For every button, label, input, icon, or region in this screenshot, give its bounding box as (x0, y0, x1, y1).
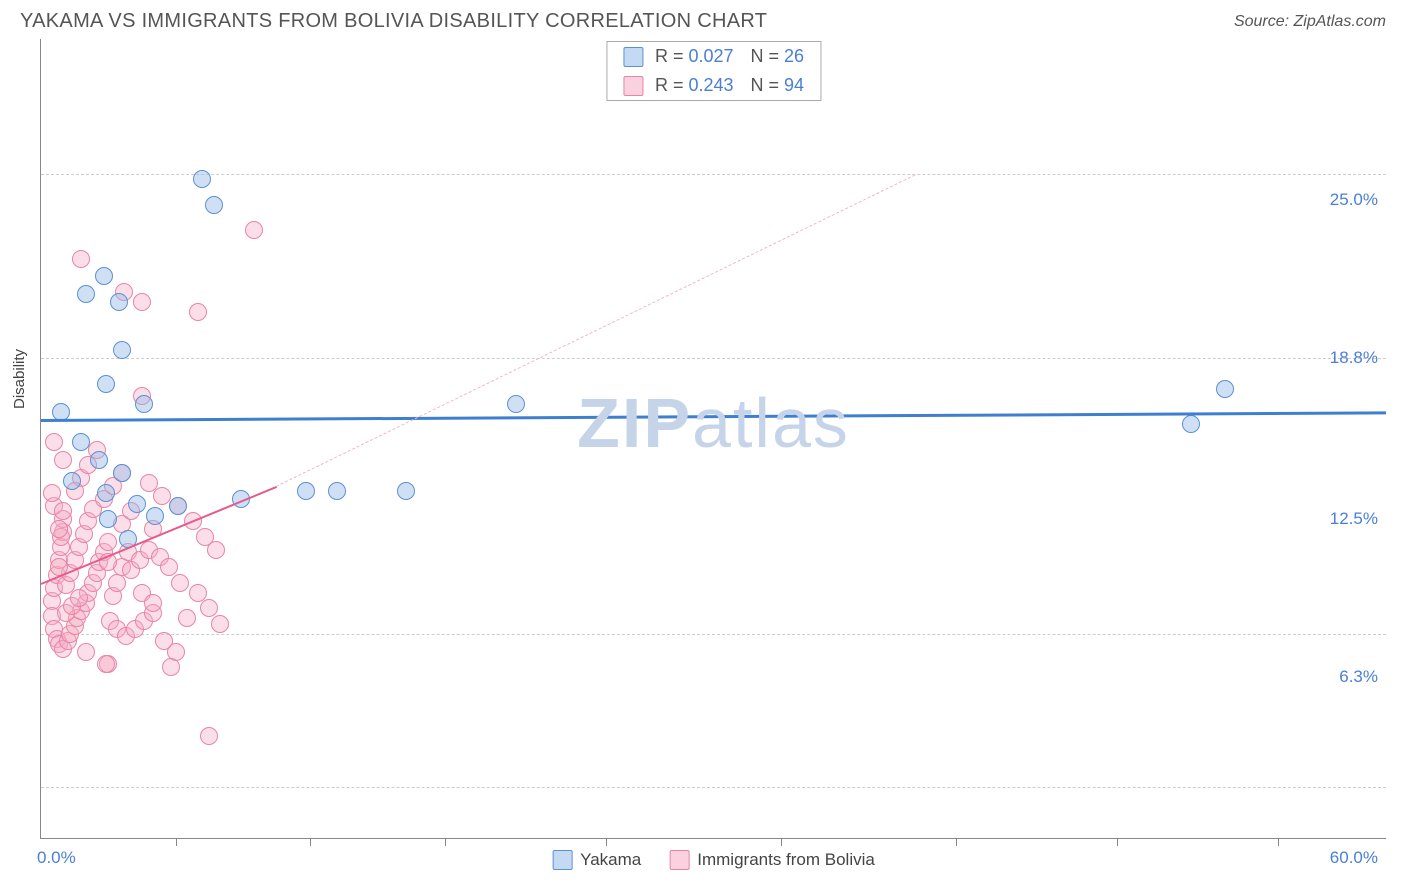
data-point (97, 484, 115, 502)
swatch-icon (669, 850, 689, 870)
y-tick-label: 25.0% (1330, 190, 1378, 210)
data-point (297, 482, 315, 500)
x-tick (606, 838, 607, 846)
legend: Yakama Immigrants from Bolivia (552, 850, 875, 870)
data-point (211, 615, 229, 633)
data-point (97, 375, 115, 393)
swatch-icon (623, 76, 643, 96)
x-tick (310, 838, 311, 846)
data-point (205, 196, 223, 214)
data-point (113, 341, 131, 359)
data-point (178, 609, 196, 627)
x-tick (781, 838, 782, 846)
correlation-info-box: R = 0.027 N = 26 R = 0.243 N = 94 (606, 41, 821, 101)
y-tick-label: 6.3% (1339, 667, 1378, 687)
data-point (77, 643, 95, 661)
data-point (90, 451, 108, 469)
legend-item-bolivia: Immigrants from Bolivia (669, 850, 875, 870)
swatch-icon (552, 850, 572, 870)
data-point (146, 507, 164, 525)
trend-line (276, 174, 915, 486)
data-point (45, 433, 63, 451)
data-point (63, 472, 81, 490)
data-point (207, 541, 225, 559)
scatter-chart: Disability 6.3%12.5%18.8%25.0% ZIPatlas … (40, 39, 1386, 839)
data-point (144, 594, 162, 612)
data-point (72, 433, 90, 451)
data-point (1216, 380, 1234, 398)
x-tick (1278, 838, 1279, 846)
data-point (397, 482, 415, 500)
data-point (99, 533, 117, 551)
info-row-yakama: R = 0.027 N = 26 (607, 42, 820, 71)
data-point (110, 293, 128, 311)
data-point (507, 395, 525, 413)
info-row-bolivia: R = 0.243 N = 94 (607, 71, 820, 100)
data-point (189, 303, 207, 321)
swatch-icon (623, 47, 643, 67)
data-point (193, 170, 211, 188)
data-point (1182, 415, 1200, 433)
data-point (97, 655, 115, 673)
data-point (50, 520, 68, 538)
data-point (171, 574, 189, 592)
data-point (162, 658, 180, 676)
x-axis-min-label: 0.0% (37, 848, 76, 868)
data-point (54, 502, 72, 520)
data-point (133, 293, 151, 311)
data-point (200, 727, 218, 745)
grid-line (41, 174, 1386, 175)
data-point (70, 589, 88, 607)
x-tick (176, 838, 177, 846)
x-tick (1117, 838, 1118, 846)
y-axis-label: Disability (11, 348, 28, 408)
data-point (77, 285, 95, 303)
data-point (99, 510, 117, 528)
data-point (95, 267, 113, 285)
data-point (328, 482, 346, 500)
y-tick-label: 18.8% (1330, 348, 1378, 368)
data-point (135, 395, 153, 413)
x-tick (445, 838, 446, 846)
legend-item-yakama: Yakama (552, 850, 641, 870)
y-tick-label: 12.5% (1330, 509, 1378, 529)
data-point (43, 484, 61, 502)
chart-title: YAKAMA VS IMMIGRANTS FROM BOLIVIA DISABI… (20, 10, 767, 33)
grid-line (41, 634, 1386, 635)
data-point (169, 497, 187, 515)
data-point (245, 221, 263, 239)
grid-line (41, 358, 1386, 359)
data-point (113, 464, 131, 482)
data-point (72, 250, 90, 268)
x-tick (956, 838, 957, 846)
x-axis-max-label: 60.0% (1330, 848, 1378, 868)
data-point (128, 495, 146, 513)
data-point (54, 451, 72, 469)
grid-line (41, 787, 1386, 788)
source-label: Source: ZipAtlas.com (1234, 13, 1386, 31)
